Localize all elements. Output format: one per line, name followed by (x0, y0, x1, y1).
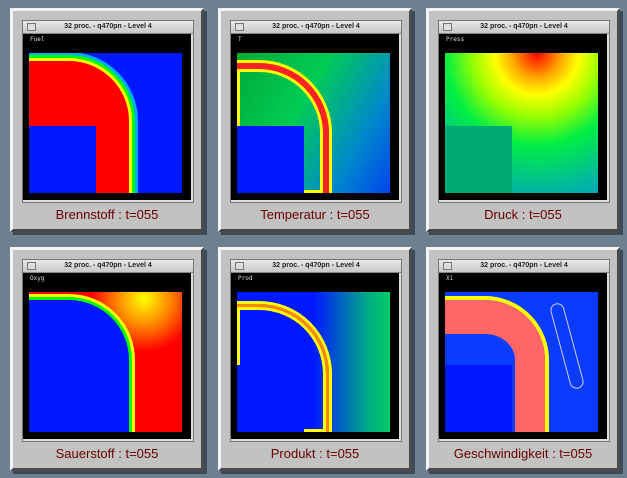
window-close-button[interactable] (235, 262, 244, 270)
window-close-button[interactable] (443, 262, 452, 270)
panel-temperature[interactable]: 32 proc. - q470pn - Level 4 T Temperatur… (218, 8, 412, 232)
panel-caption: Brennstoff : t=055 (55, 207, 159, 222)
window-title: 32 proc. - q470pn - Level 4 (480, 262, 568, 269)
velocity-plot (445, 292, 598, 432)
panel-velocity[interactable]: 32 proc. - q470pn - Level 4 Xi Geschwind… (426, 247, 620, 471)
streamline-loop (548, 301, 586, 391)
window-title-bar[interactable]: 32 proc. - q470pn - Level 4 (439, 260, 609, 273)
plot-window[interactable]: 32 proc. - q470pn - Level 4 Press (438, 20, 610, 203)
window-title: 32 proc. - q470pn - Level 4 (64, 23, 152, 30)
window-title: 32 proc. - q470pn - Level 4 (480, 23, 568, 30)
oxygen-plot (29, 292, 182, 432)
product-plot (237, 292, 390, 432)
panel-caption: Geschwindigkeit : t=055 (453, 446, 593, 461)
window-close-button[interactable] (235, 23, 244, 31)
plot-window[interactable]: 32 proc. - q470pn - Level 4 T (230, 20, 402, 203)
panel-oxygen[interactable]: 32 proc. - q470pn - Level 4 Oxyg Sauerst… (10, 247, 204, 471)
plot-window[interactable]: 32 proc. - q470pn - Level 4 Fuel (22, 20, 194, 203)
obstacle-block (29, 125, 97, 193)
temperature-plot (237, 53, 390, 193)
fuel-plot (29, 53, 182, 193)
window-close-button[interactable] (27, 262, 36, 270)
panel-caption: Sauerstoff : t=055 (55, 446, 159, 461)
panel-product[interactable]: 32 proc. - q470pn - Level 4 Prod Produkt… (218, 247, 412, 471)
window-title-bar[interactable]: 32 proc. - q470pn - Level 4 (23, 21, 193, 34)
window-title-bar[interactable]: 32 proc. - q470pn - Level 4 (231, 260, 401, 273)
obstacle-block (445, 364, 513, 432)
variable-label: Oxyg (30, 275, 45, 282)
panel-caption: Produkt : t=055 (270, 446, 360, 461)
variable-label: Fuel (30, 36, 45, 43)
window-close-button[interactable] (27, 23, 36, 31)
panel-caption: Druck : t=055 (484, 207, 562, 222)
variable-label: Xi (446, 275, 454, 282)
window-title: 32 proc. - q470pn - Level 4 (272, 262, 360, 269)
obstacle-block (29, 364, 97, 432)
variable-label: T (238, 36, 242, 43)
plot-window[interactable]: 32 proc. - q470pn - Level 4 Oxyg (22, 259, 194, 442)
panel-pressure[interactable]: 32 proc. - q470pn - Level 4 Press Druck … (426, 8, 620, 232)
window-title-bar[interactable]: 32 proc. - q470pn - Level 4 (439, 21, 609, 34)
window-title-bar[interactable]: 32 proc. - q470pn - Level 4 (23, 260, 193, 273)
variable-label: Press (446, 36, 465, 43)
obstacle-block (445, 125, 513, 193)
plot-window[interactable]: 32 proc. - q470pn - Level 4 Xi (438, 259, 610, 442)
window-close-button[interactable] (443, 23, 452, 31)
pressure-plot (445, 53, 598, 193)
plot-window[interactable]: 32 proc. - q470pn - Level 4 Prod (230, 259, 402, 442)
panel-caption: Temperatur : t=055 (260, 207, 370, 222)
window-title-bar[interactable]: 32 proc. - q470pn - Level 4 (231, 21, 401, 34)
obstacle-block (237, 125, 305, 193)
panel-fuel[interactable]: 32 proc. - q470pn - Level 4 Fuel Brennst… (10, 8, 204, 232)
variable-label: Prod (238, 275, 253, 282)
window-title: 32 proc. - q470pn - Level 4 (272, 23, 360, 30)
obstacle-block (237, 364, 305, 432)
window-title: 32 proc. - q470pn - Level 4 (64, 262, 152, 269)
